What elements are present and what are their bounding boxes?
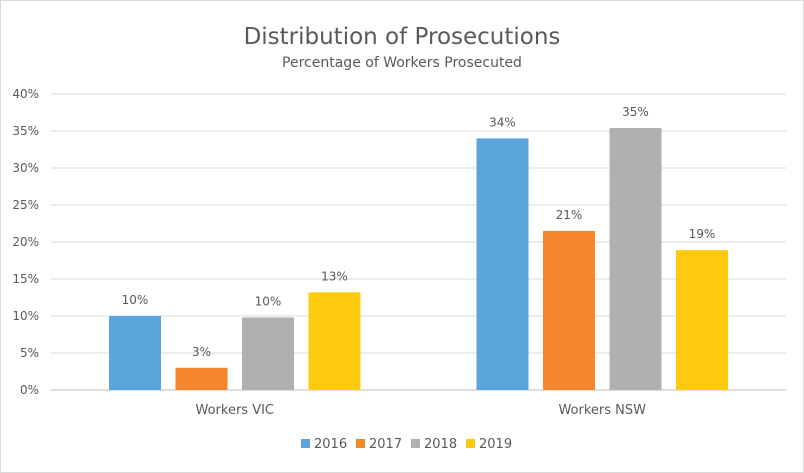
- bar-2016-1[interactable]: [476, 138, 529, 390]
- x-category-label: Workers NSW: [558, 403, 646, 418]
- y-tick-label: 0%: [20, 383, 39, 397]
- legend-swatch-2016: [301, 439, 310, 448]
- y-tick-label: 30%: [12, 161, 39, 175]
- y-tick-label: 35%: [12, 124, 39, 138]
- legend-label[interactable]: 2016: [314, 437, 347, 452]
- bar-2017-1[interactable]: [543, 230, 595, 390]
- data-label: 10%: [255, 294, 282, 308]
- y-tick-label: 10%: [12, 309, 39, 323]
- legend-label[interactable]: 2019: [479, 437, 512, 452]
- data-label: 35%: [622, 105, 649, 119]
- bar-2019-1[interactable]: [676, 250, 728, 390]
- data-label: 13%: [321, 269, 348, 283]
- data-label: 3%: [192, 345, 211, 359]
- data-label: 21%: [556, 208, 583, 222]
- bar-2018-1[interactable]: [609, 128, 662, 390]
- bar-2019-0[interactable]: [308, 292, 361, 390]
- bar-2016-0[interactable]: [109, 316, 161, 390]
- x-category-label: Workers VIC: [195, 403, 274, 418]
- legend-swatch-2018: [411, 439, 420, 448]
- legend-label[interactable]: 2017: [369, 437, 402, 452]
- y-tick-label: 20%: [12, 235, 39, 249]
- chart-title: Distribution of Prosecutions: [244, 24, 561, 50]
- bar-2018-0[interactable]: [242, 317, 294, 390]
- y-tick-label: 5%: [20, 346, 39, 360]
- legend-swatch-2017: [356, 439, 365, 448]
- chart-subtitle: Percentage of Workers Prosecuted: [282, 55, 522, 71]
- bar-2017-0[interactable]: [175, 367, 228, 390]
- legend-label[interactable]: 2018: [424, 437, 457, 452]
- y-tick-label: 25%: [12, 198, 39, 212]
- data-label: 19%: [689, 227, 716, 241]
- legend-swatch-2019: [466, 439, 475, 448]
- y-tick-label: 15%: [12, 272, 39, 286]
- data-label: 10%: [122, 293, 149, 307]
- data-label: 34%: [489, 115, 516, 129]
- y-tick-label: 40%: [12, 87, 39, 101]
